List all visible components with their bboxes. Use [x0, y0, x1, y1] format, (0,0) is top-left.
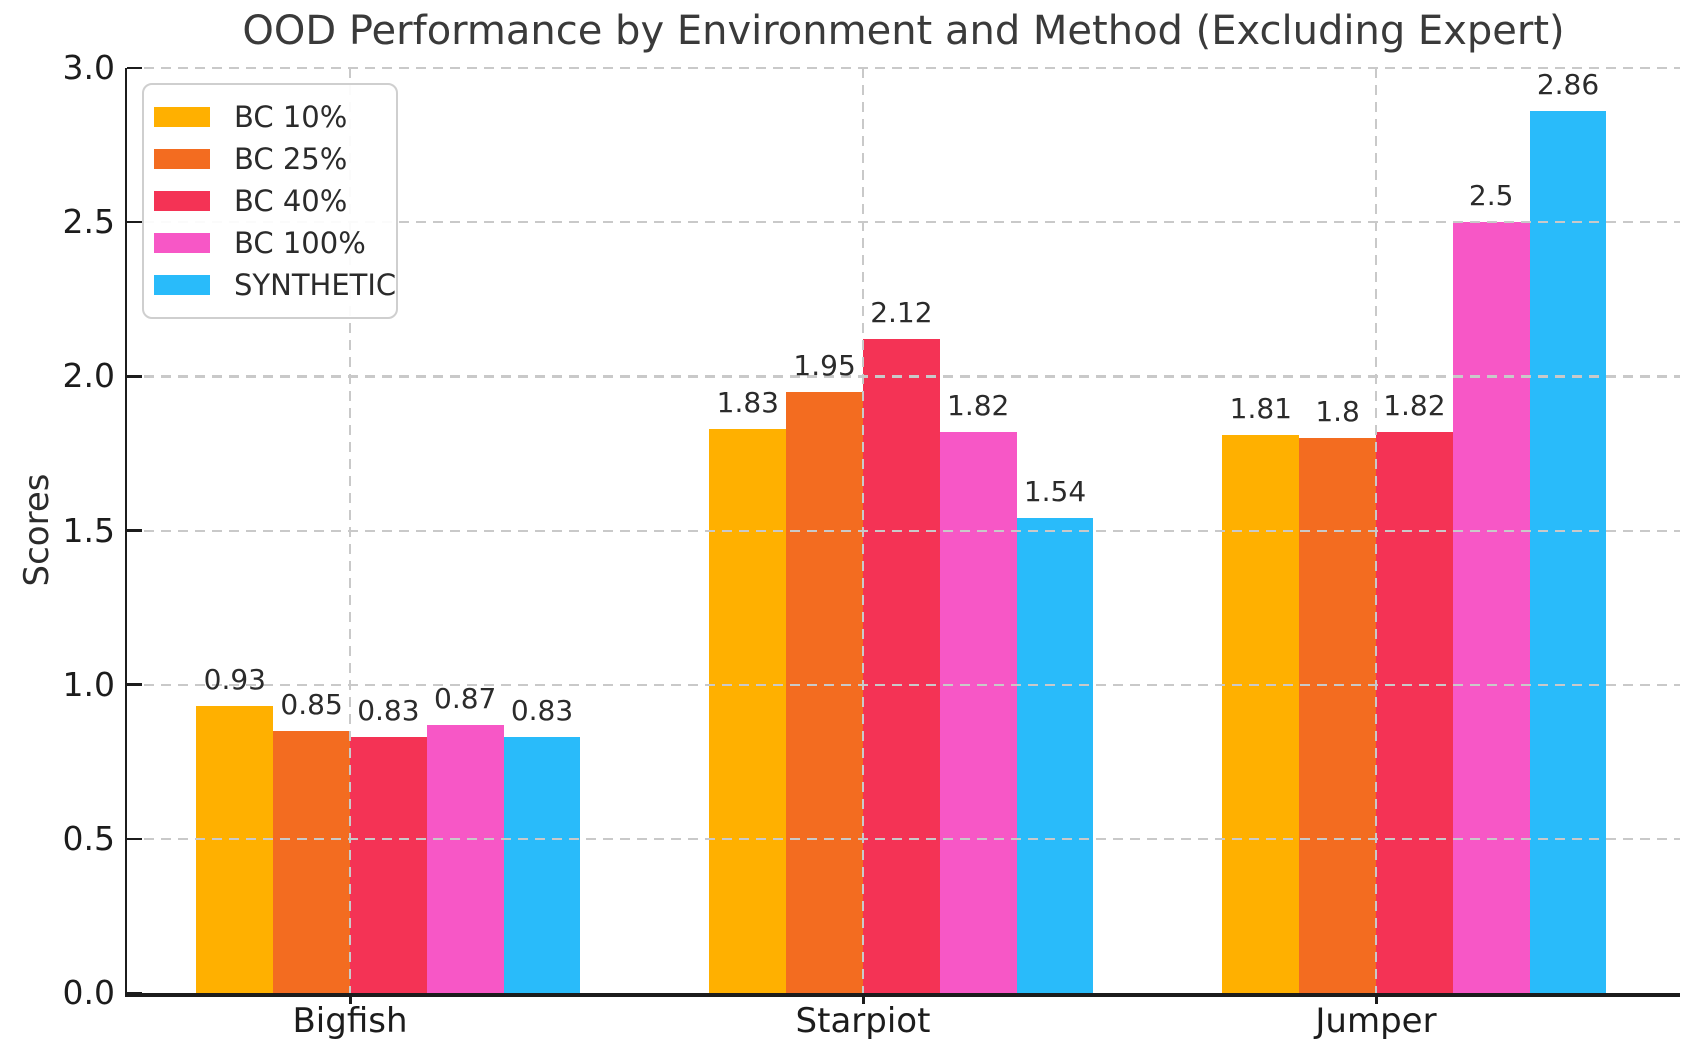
legend-swatch-bc-10-	[154, 107, 210, 127]
y-tick-label: 2.5	[62, 202, 115, 242]
legend-label: BC 40%	[234, 184, 348, 218]
horizontal-gridline	[127, 529, 1680, 532]
y-tick-label: 3.0	[62, 48, 115, 87]
bar-bc-10--bigfish	[196, 706, 274, 993]
x-tick-mark	[1374, 993, 1378, 1004]
bar-value-label: 0.85	[280, 687, 343, 721]
bar-value-label: 1.83	[716, 385, 779, 419]
vertical-gridline	[1375, 68, 1378, 993]
bar-synthetic-starpiot	[1016, 518, 1094, 993]
bar-bc-40--starpiot	[863, 339, 940, 993]
chart-title: OOD Performance by Environment and Metho…	[242, 8, 1565, 54]
horizontal-gridline	[127, 221, 1680, 224]
bar-value-label: 2.5	[1468, 179, 1514, 213]
horizontal-gridline	[127, 375, 1680, 378]
legend: BC 10% BC 25% BC 40% BC 100% SYNTHETIC	[142, 83, 398, 319]
y-tick-mark	[127, 837, 142, 841]
bar-bc-40--bigfish	[350, 737, 427, 993]
legend-label: BC 100%	[234, 226, 366, 260]
horizontal-gridline	[127, 837, 1680, 841]
left-axis-spine	[124, 68, 127, 997]
bar-value-label: 0.83	[510, 694, 574, 728]
x-tick-label: Jumper	[1315, 1001, 1437, 1041]
y-tick-label: 1.0	[62, 664, 115, 704]
y-tick-label: 0.0	[62, 973, 115, 1012]
legend-item: BC 40%	[154, 180, 386, 222]
bar-value-label: 2.86	[1536, 68, 1600, 102]
bar-bc-25--starpiot	[786, 391, 863, 993]
y-tick-mark	[127, 66, 142, 70]
bar-bc-100--bigfish	[426, 724, 504, 993]
y-tick-label: 0.5	[62, 818, 115, 858]
bar-value-label: 1.81	[1229, 391, 1292, 425]
bar-bc-25--jumper	[1299, 438, 1376, 993]
legend-swatch-bc-40-	[154, 191, 210, 211]
legend-swatch-bc-25-	[154, 149, 210, 169]
bar-value-label: 0.93	[203, 663, 266, 697]
bar-value-label: 1.54	[1023, 475, 1087, 509]
y-tick-mark	[127, 683, 142, 686]
x-tick-mark	[861, 993, 865, 1004]
bar-bc-25--bigfish	[273, 730, 350, 993]
bar-bc-40--jumper	[1376, 431, 1453, 993]
bar-value-label: 1.8	[1315, 395, 1360, 428]
legend-label: SYNTHETIC	[234, 268, 397, 302]
vertical-gridline	[862, 68, 865, 993]
bar-value-label: 1.82	[1383, 388, 1446, 422]
legend-item: SYNTHETIC	[154, 264, 396, 306]
bar-bc-100--jumper	[1452, 222, 1530, 993]
bar-value-label: 2.12	[870, 296, 933, 330]
y-tick-mark	[127, 220, 142, 224]
bottom-axis-spine	[124, 993, 1680, 997]
bar-value-label: 0.87	[434, 681, 497, 715]
horizontal-gridline	[127, 67, 1680, 70]
y-tick-label: 1.5	[62, 510, 115, 550]
bar-value-label: 1.82	[947, 388, 1010, 422]
x-tick-label: Starpiot	[795, 1001, 931, 1041]
bar-synthetic-bigfish	[503, 737, 581, 993]
vertical-gridline	[349, 68, 352, 993]
legend-label: BC 10%	[234, 100, 348, 134]
bar-bc-10--starpiot	[709, 428, 787, 993]
bar-bc-100--starpiot	[939, 431, 1017, 993]
y-tick-mark	[127, 529, 142, 532]
bar-value-label: 1.95	[793, 348, 856, 382]
legend-label: BC 25%	[234, 142, 348, 176]
legend-item: BC 100%	[154, 222, 386, 264]
x-tick-mark	[348, 993, 352, 1004]
legend-item: BC 10%	[154, 96, 386, 138]
bar-synthetic-jumper	[1529, 111, 1607, 993]
y-tick-label: 2.0	[62, 356, 115, 396]
legend-swatch-bc-100-	[154, 233, 210, 253]
horizontal-gridline	[127, 683, 1680, 686]
bar-value-label: 0.83	[357, 694, 420, 728]
x-tick-label: Bigfish	[292, 1001, 408, 1041]
y-tick-mark	[127, 375, 142, 378]
legend-item: BC 25%	[154, 138, 386, 180]
legend-swatch-synthetic	[154, 275, 210, 295]
bar-bc-10--jumper	[1222, 434, 1300, 993]
